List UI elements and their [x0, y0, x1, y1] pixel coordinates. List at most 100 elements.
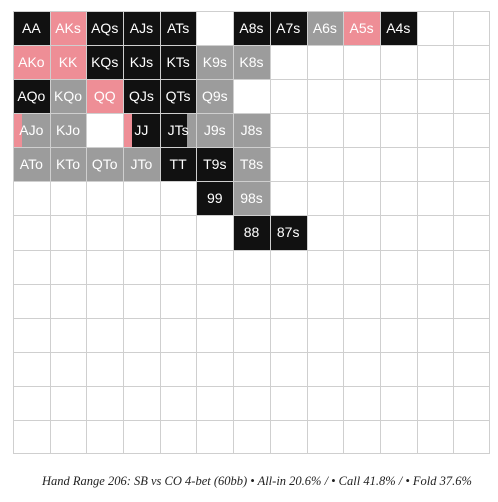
hand-cell-empty: [417, 45, 454, 79]
action-segment-raise: [159, 113, 188, 148]
grid-line-vertical: [233, 11, 235, 454]
hand-cell-empty: [307, 181, 344, 215]
hand-cell-empty: [233, 250, 270, 284]
hand-cell-empty: [270, 113, 307, 147]
hand-cell-empty: [307, 147, 344, 181]
hand-cell-empty: [417, 352, 454, 386]
hand-cell-T8s: T8s: [233, 147, 270, 182]
hand-cell-empty: [307, 250, 344, 284]
hand-cell-empty: [160, 284, 197, 318]
action-segment-raise: [159, 11, 197, 46]
hand-label: A5s: [349, 20, 374, 37]
hand-label: KTo: [55, 156, 81, 173]
action-segment-raise: [159, 147, 197, 182]
hand-label: JJ: [134, 122, 149, 139]
hand-cell-empty: [233, 318, 270, 352]
hand-cell-empty: [380, 181, 417, 215]
hand-label: AKo: [18, 54, 45, 71]
hand-cell-empty: [196, 215, 233, 249]
hand-cell-empty: [343, 181, 380, 215]
hand-cell-QTo: QTo: [86, 147, 124, 182]
action-segment-call: [196, 113, 234, 148]
hand-label: QTs: [165, 88, 191, 105]
grid-line-horizontal: [13, 147, 490, 149]
hand-cell-empty: [86, 113, 124, 148]
hand-cell-empty: [453, 113, 490, 147]
hand-cell-JJ: JJ: [123, 113, 160, 148]
hand-label: KK: [58, 54, 78, 71]
hand-cell-AQo: AQo: [13, 79, 50, 114]
hand-cell-empty: [123, 420, 160, 454]
hand-cell-empty: [380, 79, 417, 113]
hand-cell-empty: [453, 250, 490, 284]
hand-cell-empty: [13, 386, 50, 420]
hand-cell-empty: [417, 113, 454, 147]
hand-cell-87s: 87s: [269, 215, 307, 250]
action-segment-raise: [132, 113, 160, 148]
grid-line-horizontal: [13, 181, 490, 183]
hand-cell-empty: [380, 215, 417, 249]
action-segment-raise: [86, 11, 124, 46]
hand-cell-88: 88: [233, 215, 270, 250]
hand-cell-ATo: ATo: [13, 147, 50, 182]
action-segment-raise: [159, 45, 197, 80]
hand-cell-empty: [160, 352, 197, 386]
action-segment-call: [13, 147, 50, 182]
hand-cell-empty: [307, 79, 344, 113]
hand-cell-A7s: A7s: [269, 11, 307, 46]
grid-line-vertical: [416, 11, 418, 454]
hand-label: 98s: [240, 190, 263, 207]
hand-label: J9s: [203, 122, 226, 139]
hand-cell-KQs: KQs: [86, 45, 124, 80]
hand-label: 88: [243, 224, 260, 241]
hand-cell-empty: [307, 318, 344, 352]
hand-cell-empty: [86, 250, 123, 284]
hand-cell-empty: [13, 215, 50, 249]
hand-cell-KK: KK: [49, 45, 87, 80]
grid-line-horizontal: [13, 351, 490, 353]
grid-line-horizontal: [13, 453, 490, 454]
hand-cell-empty: [270, 420, 307, 454]
grid-line-horizontal: [13, 385, 490, 387]
hand-cell-empty: [50, 181, 87, 215]
action-segment-call: [196, 45, 234, 80]
hand-cell-empty: [380, 352, 417, 386]
hand-cell-empty: [380, 318, 417, 352]
hand-label: A4s: [386, 20, 411, 37]
hand-cell-empty: [86, 215, 123, 249]
grid-line-horizontal: [13, 113, 490, 115]
grid-line-vertical: [196, 11, 198, 454]
hand-cell-empty: [123, 215, 160, 249]
hand-cell-empty: [270, 147, 307, 181]
hand-cell-empty: [86, 386, 123, 420]
hand-cell-empty: [417, 386, 454, 420]
hand-label: JTo: [130, 156, 153, 173]
hand-label: A6s: [312, 20, 337, 37]
hand-cell-empty: [123, 386, 160, 420]
action-segment-fold: [233, 79, 270, 114]
hand-cell-empty: [453, 79, 490, 113]
hand-label: AQs: [91, 20, 119, 37]
hand-cell-empty: [417, 284, 454, 318]
action-segment-allin: [343, 11, 380, 46]
hand-cell-empty: [123, 352, 160, 386]
hand-cell-KJo: KJo: [49, 113, 87, 148]
hand-cell-empty: [270, 284, 307, 318]
hand-cell-empty: [417, 215, 454, 249]
hand-cell-QJs: QJs: [123, 79, 160, 114]
hand-label: K8s: [239, 54, 264, 71]
hand-cell-empty: [196, 352, 233, 386]
action-segment-allin: [49, 11, 87, 46]
hand-cell-empty: [50, 386, 87, 420]
action-segment-call: [196, 79, 234, 114]
hand-cell-empty: [343, 284, 380, 318]
action-segment-fold: [196, 11, 234, 46]
hand-cell-empty: [13, 420, 50, 454]
hand-label: AQo: [17, 88, 46, 105]
hand-cell-empty: [270, 45, 307, 79]
hand-cell-KQo: KQo: [49, 79, 87, 114]
hand-cell-empty: [123, 250, 160, 284]
grid-line-horizontal: [13, 215, 490, 217]
hand-cell-empty: [86, 181, 123, 215]
hand-cell-empty: [196, 386, 233, 420]
